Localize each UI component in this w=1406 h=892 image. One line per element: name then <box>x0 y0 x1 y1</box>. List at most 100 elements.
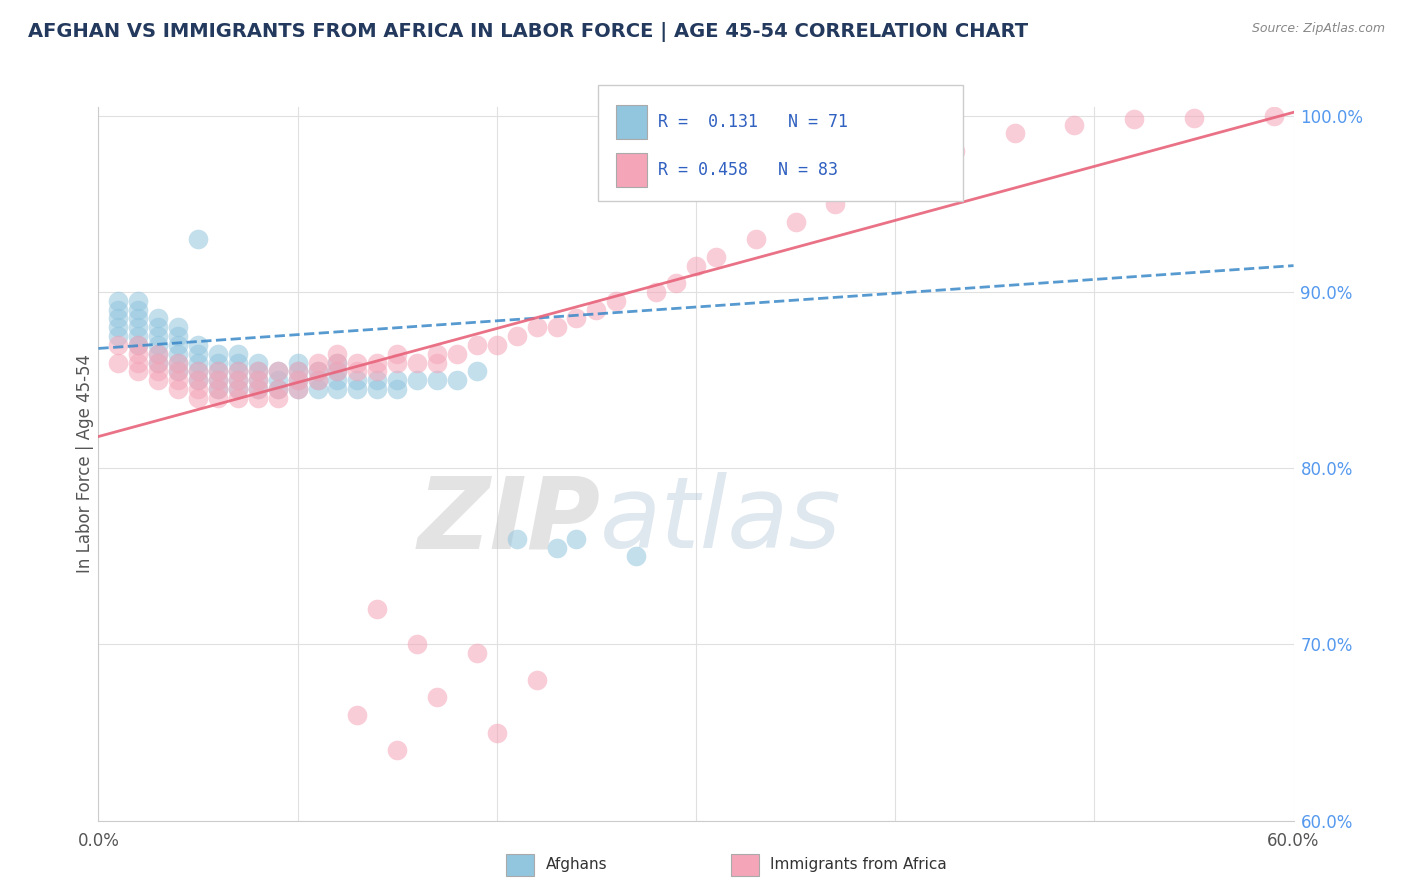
Point <box>307 364 329 378</box>
Point <box>127 302 149 317</box>
Point <box>127 311 149 326</box>
Point <box>207 382 229 396</box>
Point <box>107 320 129 334</box>
Point <box>307 382 329 396</box>
Point <box>406 373 429 387</box>
Point <box>226 382 249 396</box>
Point <box>148 347 170 361</box>
Point <box>406 637 429 651</box>
Text: Source: ZipAtlas.com: Source: ZipAtlas.com <box>1251 22 1385 36</box>
Point <box>426 347 449 361</box>
Text: Immigrants from Africa: Immigrants from Africa <box>770 857 948 872</box>
Point <box>385 347 409 361</box>
Point <box>187 364 209 378</box>
Point <box>207 373 229 387</box>
Point <box>326 373 349 387</box>
Point <box>465 338 488 352</box>
Point <box>704 250 727 264</box>
Point <box>127 338 149 352</box>
Point <box>167 355 190 369</box>
Text: R =  0.131   N = 71: R = 0.131 N = 71 <box>658 113 848 131</box>
Point <box>167 382 190 396</box>
Point <box>267 382 290 396</box>
Point <box>626 549 648 564</box>
Point <box>685 259 707 273</box>
Point <box>107 311 129 326</box>
Point <box>406 355 429 369</box>
Point <box>307 355 329 369</box>
Point <box>346 364 368 378</box>
Point <box>366 382 388 396</box>
Point <box>207 391 229 405</box>
Point <box>226 355 249 369</box>
Point <box>366 373 388 387</box>
Point <box>824 197 846 211</box>
Point <box>167 355 190 369</box>
Point <box>226 347 249 361</box>
Point <box>148 329 170 343</box>
Point <box>287 382 309 396</box>
Point <box>287 364 309 378</box>
Point <box>246 391 269 405</box>
Point <box>546 320 568 334</box>
Point <box>267 364 290 378</box>
Point <box>287 382 309 396</box>
Point <box>187 347 209 361</box>
Point <box>346 707 368 722</box>
Point <box>546 541 568 555</box>
Point <box>207 373 229 387</box>
Point <box>326 347 349 361</box>
Text: R = 0.458   N = 83: R = 0.458 N = 83 <box>658 161 838 179</box>
Point <box>226 364 249 378</box>
Point <box>226 364 249 378</box>
Y-axis label: In Labor Force | Age 45-54: In Labor Force | Age 45-54 <box>76 354 94 574</box>
Point <box>585 302 607 317</box>
Point <box>465 646 488 660</box>
Point <box>326 355 349 369</box>
Point <box>366 602 388 616</box>
Text: AFGHAN VS IMMIGRANTS FROM AFRICA IN LABOR FORCE | AGE 45-54 CORRELATION CHART: AFGHAN VS IMMIGRANTS FROM AFRICA IN LABO… <box>28 22 1028 42</box>
Point <box>307 373 329 387</box>
Point <box>385 382 409 396</box>
Point <box>167 373 190 387</box>
Point <box>226 391 249 405</box>
Point <box>307 373 329 387</box>
Point <box>366 364 388 378</box>
Point <box>465 364 488 378</box>
Point <box>326 382 349 396</box>
Point <box>785 214 807 228</box>
Point <box>187 373 209 387</box>
Point <box>127 364 149 378</box>
Point <box>426 690 449 705</box>
Point <box>246 382 269 396</box>
Point <box>207 347 229 361</box>
Point <box>287 355 309 369</box>
Point <box>246 382 269 396</box>
Point <box>267 382 290 396</box>
Point <box>1004 127 1026 141</box>
Point <box>287 373 309 387</box>
Point <box>187 338 209 352</box>
Point <box>326 364 349 378</box>
Point <box>207 364 229 378</box>
Point <box>167 364 190 378</box>
Point <box>426 355 449 369</box>
Point <box>148 364 170 378</box>
Point <box>167 329 190 343</box>
Point <box>526 673 548 687</box>
Point <box>127 320 149 334</box>
Text: atlas: atlas <box>600 473 842 569</box>
Point <box>346 373 368 387</box>
Point <box>1063 118 1085 132</box>
Point <box>246 373 269 387</box>
Point <box>148 320 170 334</box>
Point <box>207 382 229 396</box>
Point <box>127 329 149 343</box>
Point <box>1263 109 1285 123</box>
Point <box>207 355 229 369</box>
Point <box>167 347 190 361</box>
Text: Afghans: Afghans <box>546 857 607 872</box>
Point <box>506 532 529 546</box>
Point <box>187 364 209 378</box>
Point <box>107 293 129 308</box>
